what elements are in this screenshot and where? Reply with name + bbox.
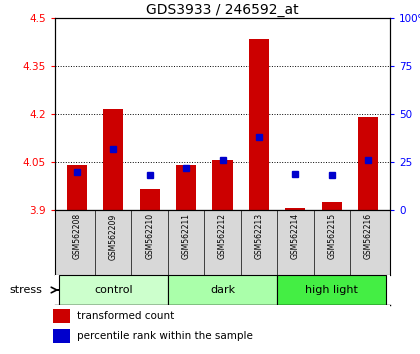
Bar	[213, 160, 233, 210]
Text: GSM562211: GSM562211	[181, 213, 191, 259]
Title: GDS3933 / 246592_at: GDS3933 / 246592_at	[146, 3, 299, 17]
Text: control: control	[94, 285, 133, 295]
Text: GSM562209: GSM562209	[109, 213, 118, 259]
Bar	[285, 209, 305, 210]
Text: stress: stress	[10, 285, 42, 295]
FancyBboxPatch shape	[59, 275, 168, 305]
FancyBboxPatch shape	[277, 275, 386, 305]
Text: GSM562216: GSM562216	[364, 213, 373, 259]
Bar	[53, 329, 70, 343]
Text: GSM562210: GSM562210	[145, 213, 154, 259]
Bar	[176, 165, 196, 210]
Text: transformed count: transformed count	[77, 311, 174, 321]
Bar	[358, 117, 378, 210]
Bar	[53, 309, 70, 322]
Bar	[67, 165, 87, 210]
FancyBboxPatch shape	[168, 275, 277, 305]
Text: dark: dark	[210, 285, 235, 295]
Text: GSM562215: GSM562215	[327, 213, 336, 259]
Bar	[249, 39, 269, 210]
Bar	[140, 189, 160, 210]
Bar	[103, 109, 123, 210]
Bar	[322, 202, 342, 210]
Text: percentile rank within the sample: percentile rank within the sample	[77, 331, 253, 341]
Text: GSM562208: GSM562208	[72, 213, 81, 259]
Text: GSM562212: GSM562212	[218, 213, 227, 259]
Text: high light: high light	[305, 285, 358, 295]
Text: GSM562214: GSM562214	[291, 213, 300, 259]
Text: GSM562213: GSM562213	[255, 213, 263, 259]
